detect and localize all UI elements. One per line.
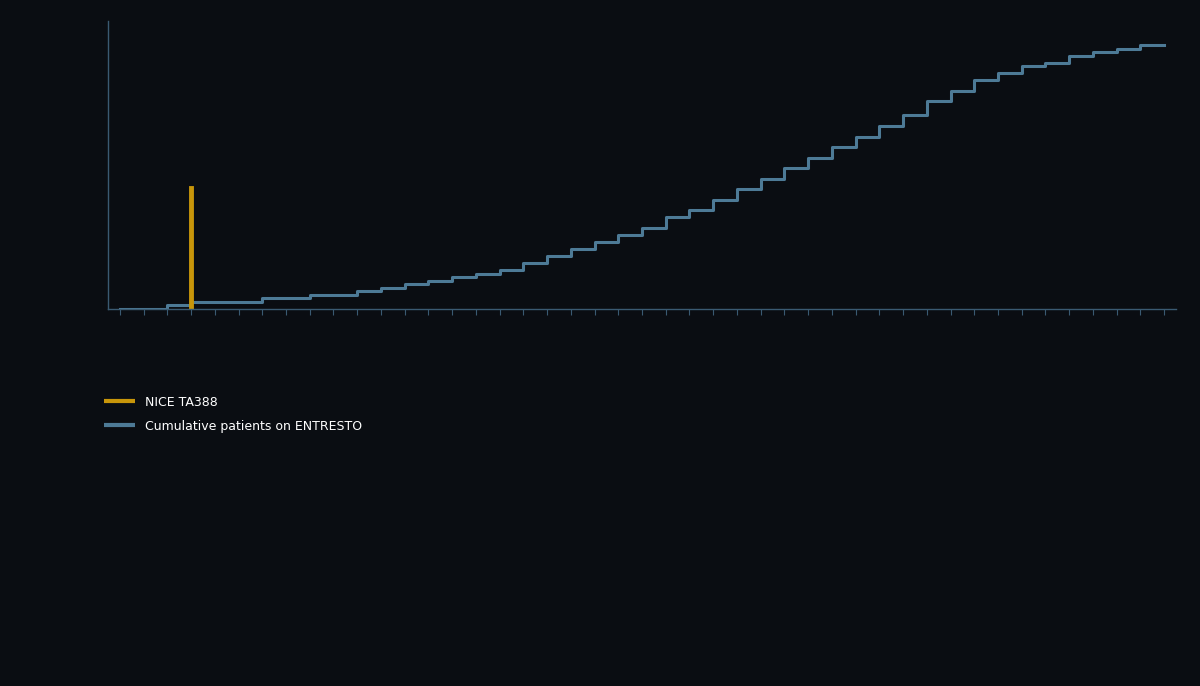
Legend: NICE TA388, Cumulative patients on ENTRESTO: NICE TA388, Cumulative patients on ENTRE… (103, 396, 362, 433)
